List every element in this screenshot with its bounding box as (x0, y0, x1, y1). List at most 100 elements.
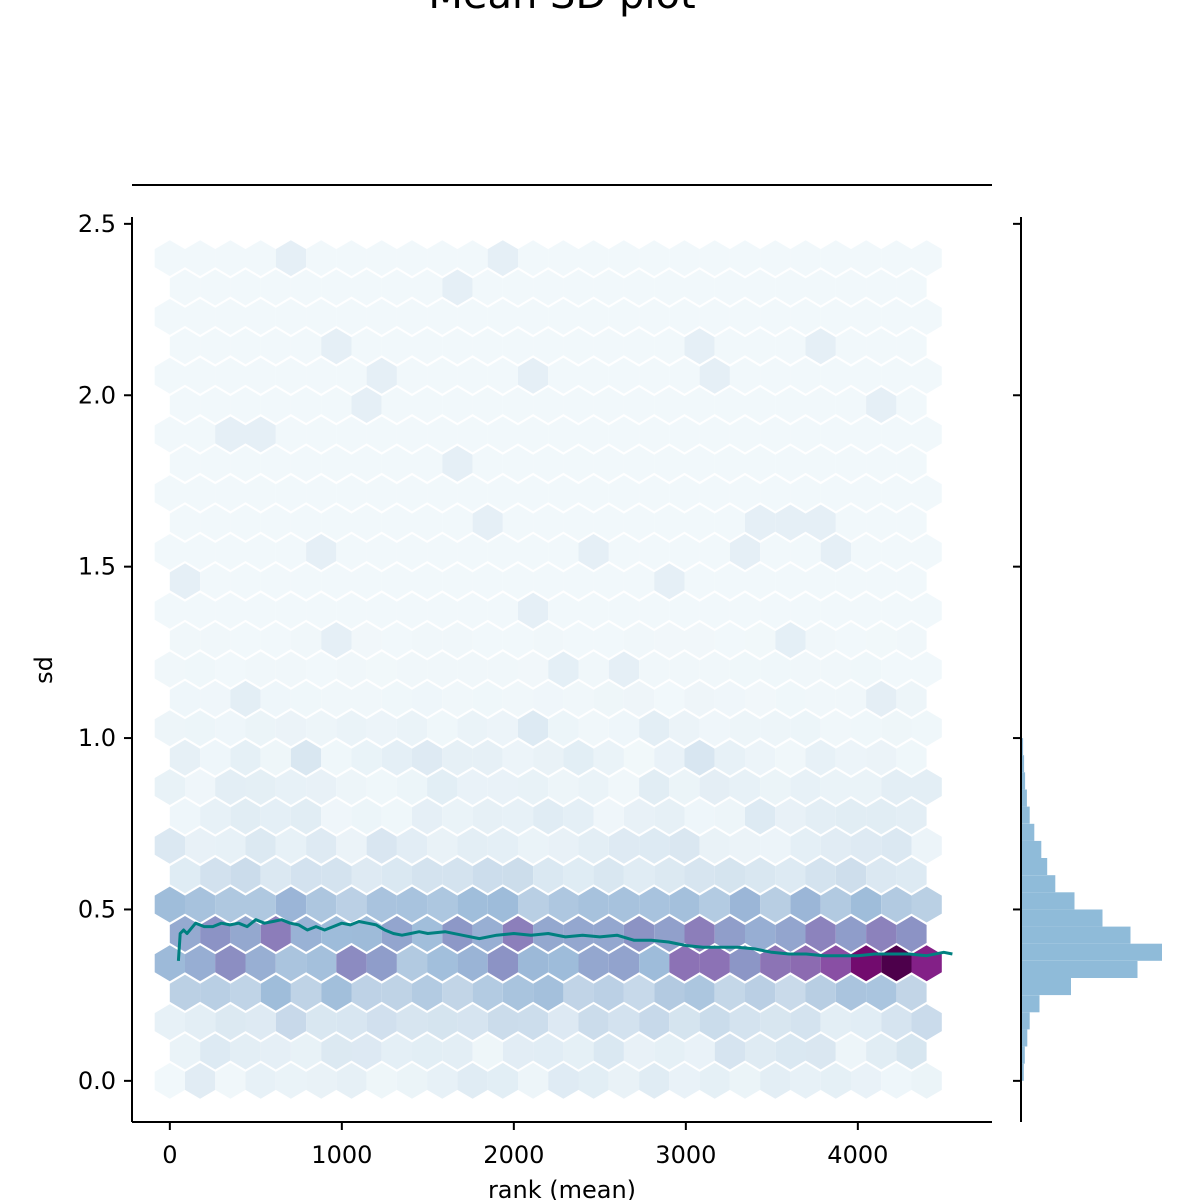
hexbin-cell (851, 769, 882, 805)
hexbin-cell (518, 475, 549, 512)
hexbin-cell (200, 1033, 231, 1070)
hexbin-cell (381, 739, 412, 776)
hexbin-cell (487, 945, 518, 982)
hexbin-cell (487, 769, 518, 805)
hexbin-cell (502, 857, 534, 894)
hexbin-cell (185, 1004, 216, 1041)
hexbin-cell (215, 240, 246, 277)
histogram-bar (1022, 823, 1035, 841)
x-axis-label: rank (mean) (488, 1176, 636, 1200)
hexbin-cell (427, 710, 458, 747)
hexbin-cell (896, 857, 927, 894)
hexbin-cell (820, 651, 851, 688)
hexbin-cell (245, 592, 276, 629)
histogram-bar (1022, 738, 1024, 756)
hexbin-cell (457, 769, 488, 805)
hexbin-cell (518, 416, 549, 453)
hexbin-cell (381, 504, 412, 541)
hexbin-cell (820, 357, 851, 394)
hexbin-cell (729, 592, 761, 629)
histogram-bar (1022, 789, 1027, 807)
hexbin-cell (745, 739, 776, 776)
hexbin-cell (336, 298, 367, 335)
hexbin-cell (275, 298, 307, 335)
hexbin-cell (654, 504, 685, 541)
hexbin-cell (563, 622, 594, 659)
hexbin-cell (381, 680, 412, 717)
y-tick-label: 2.5 (78, 210, 116, 238)
hexbin-cell (396, 651, 428, 688)
hexbin-cell (290, 916, 322, 952)
hexbin-cell (351, 328, 382, 365)
hexbin-cell (290, 739, 322, 776)
hexbin-cell (593, 974, 624, 1011)
hexbin-cell (230, 445, 261, 482)
hexbin-cell (896, 680, 927, 717)
hexbin-cell (593, 1033, 624, 1070)
hexbin-cell (669, 240, 700, 277)
hexbin-cell (321, 622, 352, 659)
hexbin-cell (260, 1033, 291, 1070)
hexbin-cell (548, 827, 579, 864)
hexbin-cell (714, 445, 745, 482)
hexbin-cell (427, 592, 458, 629)
hexbin-cell (684, 269, 715, 306)
hexbin-cell (472, 445, 503, 482)
hexbin-cell (518, 651, 549, 688)
hexbin-cell (911, 240, 942, 277)
hexbin-cell (881, 592, 912, 629)
hexbin-cell (185, 298, 216, 335)
y-axis-label: sd (30, 656, 58, 684)
hexbin-cell (866, 328, 897, 365)
hexbin-cell (472, 563, 503, 600)
rolling-line-layer (176, 918, 953, 961)
hexbin-cell (563, 387, 594, 423)
hexbin-cell (306, 357, 337, 394)
hexbin-cell (593, 798, 624, 835)
hexbin-cell (548, 592, 579, 629)
hexbin-cell (608, 475, 640, 512)
hexbin-cell (911, 592, 942, 629)
hexbin-cell (548, 357, 579, 394)
hexbin-cell (321, 1033, 352, 1070)
hexbin-cell (775, 1033, 806, 1070)
hexbin-cell (185, 357, 216, 394)
hexbin-cell (518, 592, 549, 629)
hexbin-cell (639, 592, 670, 629)
hexbin-cell (275, 592, 307, 629)
hexbin-cell (200, 387, 231, 423)
hexbin-cell (548, 651, 579, 688)
hexbin-cell (200, 328, 231, 365)
hexbin-cell (215, 769, 246, 805)
hexbin-cell (260, 445, 291, 482)
hexbin-cell (639, 710, 670, 747)
hexbin-cell (396, 357, 428, 394)
hexbin-cell (729, 827, 761, 864)
hexbin-cell (366, 827, 397, 864)
hexbin-cell (896, 916, 927, 952)
hexbin-cell (381, 445, 412, 482)
histogram-bar (1022, 978, 1071, 996)
hexbin-cell (896, 739, 927, 776)
hexbin-cell (881, 534, 912, 570)
hexbin-cell (911, 651, 942, 688)
hexbin-cell (351, 680, 382, 717)
hexbin-cell (548, 945, 579, 982)
hexbin-cell (548, 416, 579, 453)
histogram-bar (1022, 840, 1042, 858)
hexbin-cell (623, 445, 655, 482)
x-tick-label: 3000 (655, 1141, 716, 1169)
hexbin-cell (745, 857, 776, 894)
hexbin-cell (714, 739, 745, 776)
hexbin-cell (548, 240, 579, 277)
hexbin-cell (472, 269, 503, 306)
hexbin-cell (775, 387, 806, 423)
hexbin-cell (654, 739, 685, 776)
hexbin-cell (336, 357, 367, 394)
hexbin-cell (230, 269, 261, 306)
ticks-layer: 0 1000 2000 3000 4000 0.0 0.5 1.0 1.5 2.0 2.5 (78, 210, 1021, 1169)
hexbin-cell (290, 269, 322, 306)
hexbin-cell (548, 710, 579, 747)
hexbin-layer (154, 240, 942, 1099)
hexbin-cell (351, 798, 382, 835)
